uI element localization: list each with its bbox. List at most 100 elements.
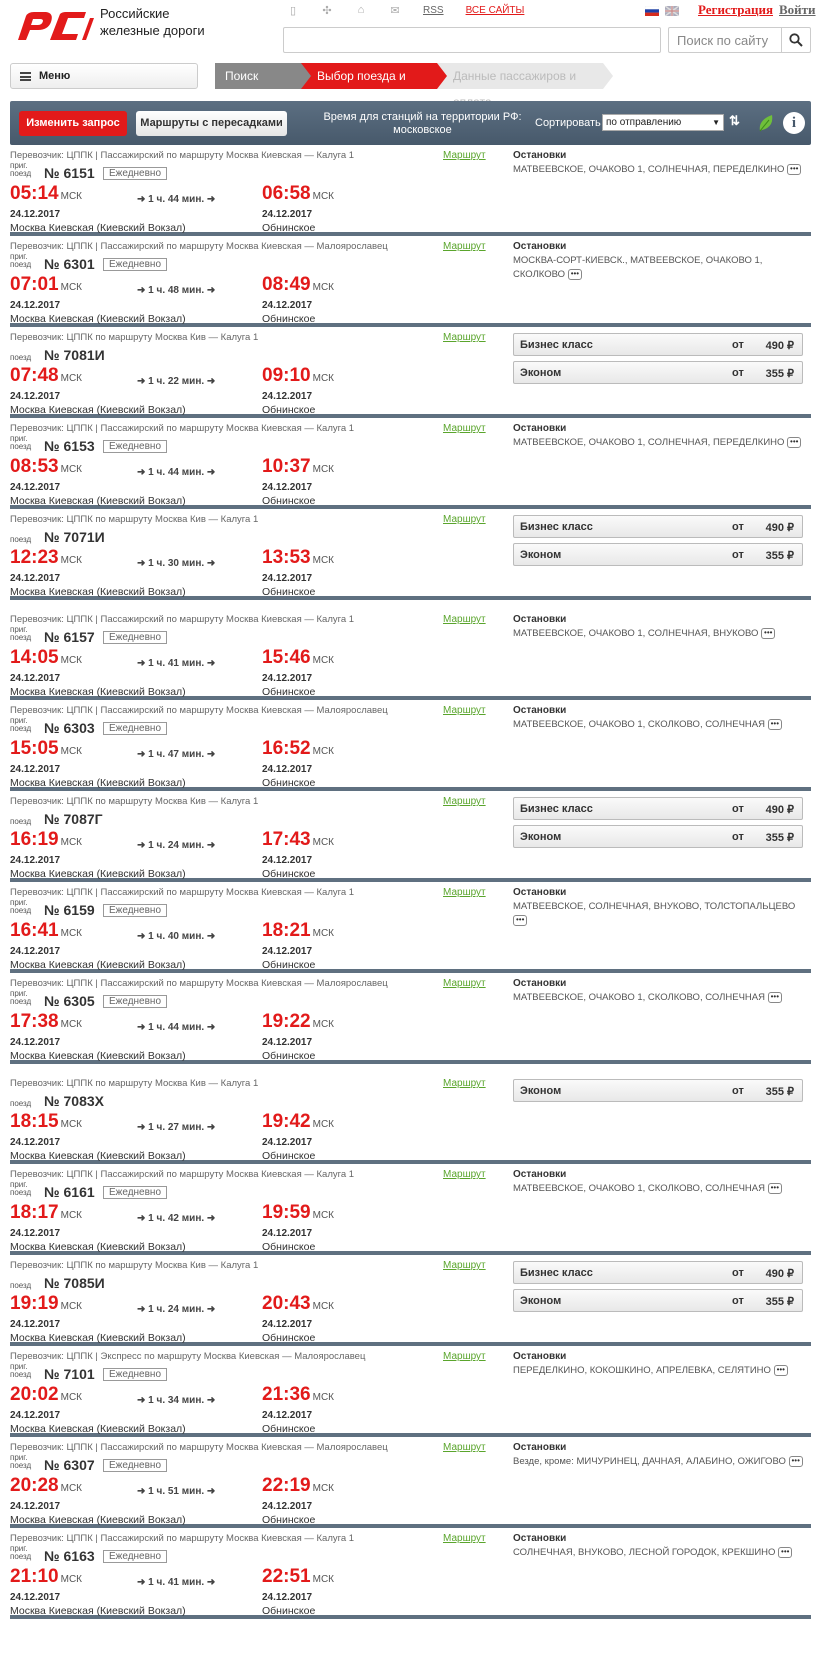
train-number[interactable]: № 6161 (44, 1184, 95, 1200)
route-link[interactable]: Маршрут (443, 1260, 486, 1271)
train-number[interactable]: № 6163 (44, 1548, 95, 1564)
route-link[interactable]: Маршрут (443, 1533, 486, 1544)
route-link[interactable]: Маршрут (443, 796, 486, 807)
all-sites-link[interactable]: ВСЕ САЙТЫ (465, 4, 525, 16)
english-flag-icon[interactable] (665, 6, 679, 16)
eco-leaf-icon[interactable] (755, 112, 777, 134)
train-row[interactable]: Перевозчик: ЦППК | Пассажирский по маршр… (10, 973, 811, 1064)
login-link[interactable]: Войти (779, 2, 816, 17)
train-number[interactable]: № 6303 (44, 720, 95, 736)
route-link[interactable]: Маршрут (443, 887, 486, 898)
more-stops-icon[interactable]: ••• (567, 268, 583, 280)
fare-class-button[interactable]: Эконом от 355 ₽ (513, 361, 803, 384)
transfer-routes-button[interactable]: Маршруты с пересадками (136, 111, 287, 136)
route-link[interactable]: Маршрут (443, 423, 486, 434)
mobile-icon[interactable]: ▯ (289, 4, 297, 17)
register-link[interactable]: Регистрация (698, 2, 773, 17)
fare-class-button[interactable]: Бизнес класс от 490 ₽ (513, 515, 803, 538)
train-number[interactable]: № 6307 (44, 1457, 95, 1473)
carrier-info: Перевозчик: ЦППК | Пассажирский по маршр… (10, 1442, 388, 1453)
train-number[interactable]: № 6159 (44, 902, 95, 918)
train-row[interactable]: Перевозчик: ЦППК по маршруту Москва Кив … (10, 1073, 811, 1164)
rss-link[interactable]: RSS (423, 4, 444, 16)
train-row[interactable]: Перевозчик: ЦППК | Пассажирский по маршр… (10, 1437, 811, 1528)
fare-class-button[interactable]: Эконом от 355 ₽ (513, 1289, 803, 1312)
arrival-station: Обнинское (262, 868, 316, 880)
fare-class-button[interactable]: Эконом от 355 ₽ (513, 825, 803, 848)
fare-class-button[interactable]: Бизнес класс от 490 ₽ (513, 333, 803, 356)
train-number[interactable]: № 7083Х (44, 1093, 104, 1109)
route-link[interactable]: Маршрут (443, 1442, 486, 1453)
train-number[interactable]: № 7085И (44, 1275, 105, 1291)
train-kind: приг. поезд (10, 1544, 32, 1561)
train-row[interactable]: Перевозчик: ЦППК | Пассажирский по маршр… (10, 1528, 811, 1619)
more-stops-icon[interactable]: ••• (767, 718, 783, 730)
route-link[interactable]: Маршрут (443, 1169, 486, 1180)
train-number[interactable]: № 7071И (44, 529, 105, 545)
train-number[interactable]: № 7087Г (44, 811, 103, 827)
train-row[interactable]: Перевозчик: ЦППК | Пассажирский по маршр… (10, 418, 811, 509)
train-number[interactable]: № 6157 (44, 629, 95, 645)
train-number[interactable]: № 6151 (44, 165, 95, 181)
train-number[interactable]: № 6301 (44, 256, 95, 272)
header-search-field[interactable] (283, 27, 661, 53)
home-icon[interactable]: ⌂ (357, 4, 365, 16)
train-number[interactable]: № 6305 (44, 993, 95, 1009)
arrival-station: Обнинское (262, 586, 316, 598)
sort-order-icon[interactable]: ⇅ (729, 113, 740, 128)
change-query-button[interactable]: Изменить запрос (19, 111, 127, 136)
train-row[interactable]: Перевозчик: ЦППК | Экспресс по маршруту … (10, 1346, 811, 1437)
train-number[interactable]: № 6153 (44, 438, 95, 454)
more-stops-icon[interactable]: ••• (767, 991, 783, 1003)
train-row[interactable]: Перевозчик: ЦППК | Пассажирский по маршр… (10, 700, 811, 791)
train-row[interactable]: Перевозчик: ЦППК | Пассажирский по маршр… (10, 145, 811, 236)
sort-select[interactable]: по отправлению (602, 114, 724, 131)
more-stops-icon[interactable]: ••• (787, 436, 802, 448)
more-stops-icon[interactable]: ••• (767, 1182, 783, 1194)
train-row[interactable]: Перевозчик: ЦППК по маршруту Москва Кив … (10, 1255, 811, 1346)
arrival-time: 08:49 МСК (262, 274, 334, 295)
train-row[interactable]: Перевозчик: ЦППК | Пассажирский по маршр… (10, 1164, 811, 1255)
arrival-date: 24.12.2017 (262, 1410, 313, 1421)
train-row[interactable]: Перевозчик: ЦППК | Пассажирский по маршр… (10, 236, 811, 327)
route-link[interactable]: Маршрут (443, 1351, 486, 1362)
route-link[interactable]: Маршрут (443, 705, 486, 716)
train-row[interactable]: Перевозчик: ЦППК | Пассажирский по маршр… (10, 882, 811, 973)
rzd-logo[interactable] (16, 10, 94, 44)
more-stops-icon[interactable]: ••• (788, 1455, 803, 1467)
train-number[interactable]: № 7081И (44, 347, 105, 363)
step-search[interactable]: Поиск билета (215, 63, 311, 109)
route-link[interactable]: Маршрут (443, 614, 486, 625)
search-button[interactable] (781, 27, 811, 53)
fare-class-button[interactable]: Бизнес класс от 490 ₽ (513, 797, 803, 820)
info-icon[interactable]: i (783, 112, 805, 134)
mail-icon[interactable]: ✉ (390, 4, 400, 17)
more-stops-icon[interactable]: ••• (761, 627, 776, 639)
booking-steps: Поиск билета Выбор поезда и места Данные… (215, 63, 613, 109)
sitemap-icon[interactable]: ✣ (322, 4, 332, 17)
fare-class-button[interactable]: Бизнес класс от 490 ₽ (513, 1261, 803, 1284)
russian-flag-icon[interactable] (645, 6, 659, 16)
train-row[interactable]: Перевозчик: ЦППК | Пассажирский по маршр… (10, 609, 811, 700)
train-row[interactable]: Перевозчик: ЦППК по маршруту Москва Кив … (10, 509, 811, 600)
route-link[interactable]: Маршрут (443, 332, 486, 343)
departure-date: 24.12.2017 (10, 1592, 61, 1603)
fare-class-button[interactable]: Эконом от 355 ₽ (513, 1079, 803, 1102)
more-stops-icon[interactable]: ••• (778, 1546, 793, 1558)
site-search-input[interactable]: Поиск по сайту (668, 27, 782, 53)
route-link[interactable]: Маршрут (443, 978, 486, 989)
route-link[interactable]: Маршрут (443, 241, 486, 252)
route-link[interactable]: Маршрут (443, 1078, 486, 1089)
train-row[interactable]: Перевозчик: ЦППК по маршруту Москва Кив … (10, 327, 811, 418)
fare-class-button[interactable]: Эконом от 355 ₽ (513, 543, 803, 566)
menu-button[interactable]: Меню (10, 63, 198, 89)
more-stops-icon[interactable]: ••• (513, 914, 528, 926)
route-link[interactable]: Маршрут (443, 150, 486, 161)
more-stops-icon[interactable]: ••• (787, 163, 802, 175)
train-number[interactable]: № 7101 (44, 1366, 95, 1382)
stops-title: Остановки (513, 1351, 567, 1362)
train-row[interactable]: Перевозчик: ЦППК по маршруту Москва Кив … (10, 791, 811, 882)
more-stops-icon[interactable]: ••• (773, 1364, 788, 1376)
fare-from-label: от (732, 803, 744, 815)
route-link[interactable]: Маршрут (443, 514, 486, 525)
